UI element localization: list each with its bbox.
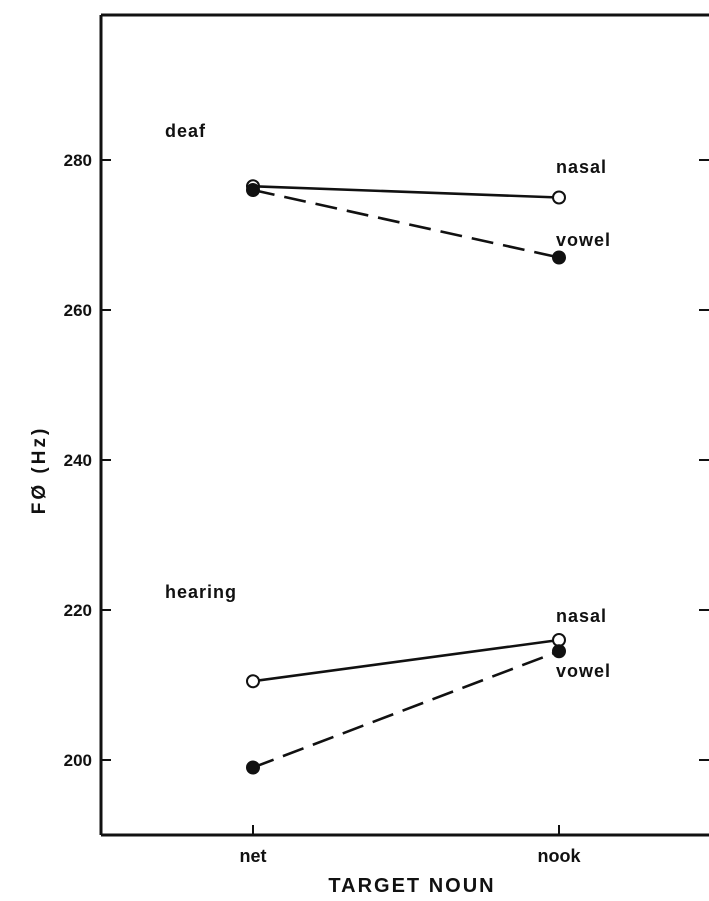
x-axis-label: TARGET NOUN	[328, 875, 495, 897]
series-line-hearing-vowel	[252, 650, 560, 769]
y-tick-label: 240	[64, 451, 92, 470]
x-tick-label: nook	[538, 846, 582, 866]
y-ticks: 200 220 240 260 280	[64, 151, 709, 770]
x-tick-label: net	[240, 846, 267, 866]
y-tick-label: 260	[64, 301, 92, 320]
point-hearing-nasal-net	[246, 674, 260, 689]
point-deaf-nasal-nook	[552, 190, 566, 205]
x-ticks: net nook	[240, 825, 582, 866]
series-layer	[246, 179, 566, 775]
group-label-hearing: hearing	[165, 582, 237, 602]
labels-layer: deaf nasal vowel hearing nasal vowel	[165, 121, 611, 681]
y-axis-label: FØ (Hz)	[29, 426, 50, 515]
point-hearing-nasal-nook	[552, 633, 566, 647]
y-tick-label: 200	[64, 751, 92, 770]
group-label-deaf: deaf	[165, 121, 206, 141]
series-label-deaf-vowel: vowel	[556, 230, 611, 250]
y-tick-label: 280	[64, 151, 92, 170]
series-label-hearing-nasal: nasal	[556, 606, 607, 626]
series-line-deaf-nasal	[252, 184, 560, 199]
point-hearing-vowel-net	[246, 760, 260, 775]
series-label-hearing-vowel: vowel	[556, 661, 611, 681]
series-line-deaf-vowel	[252, 188, 560, 259]
series-line-hearing-nasal	[252, 638, 560, 683]
series-label-deaf-nasal: nasal	[556, 157, 607, 177]
point-hearing-vowel-nook	[552, 644, 566, 659]
y-tick-label: 220	[64, 601, 92, 620]
point-deaf-vowel-nook	[552, 250, 566, 265]
point-deaf-vowel-net	[246, 183, 260, 197]
